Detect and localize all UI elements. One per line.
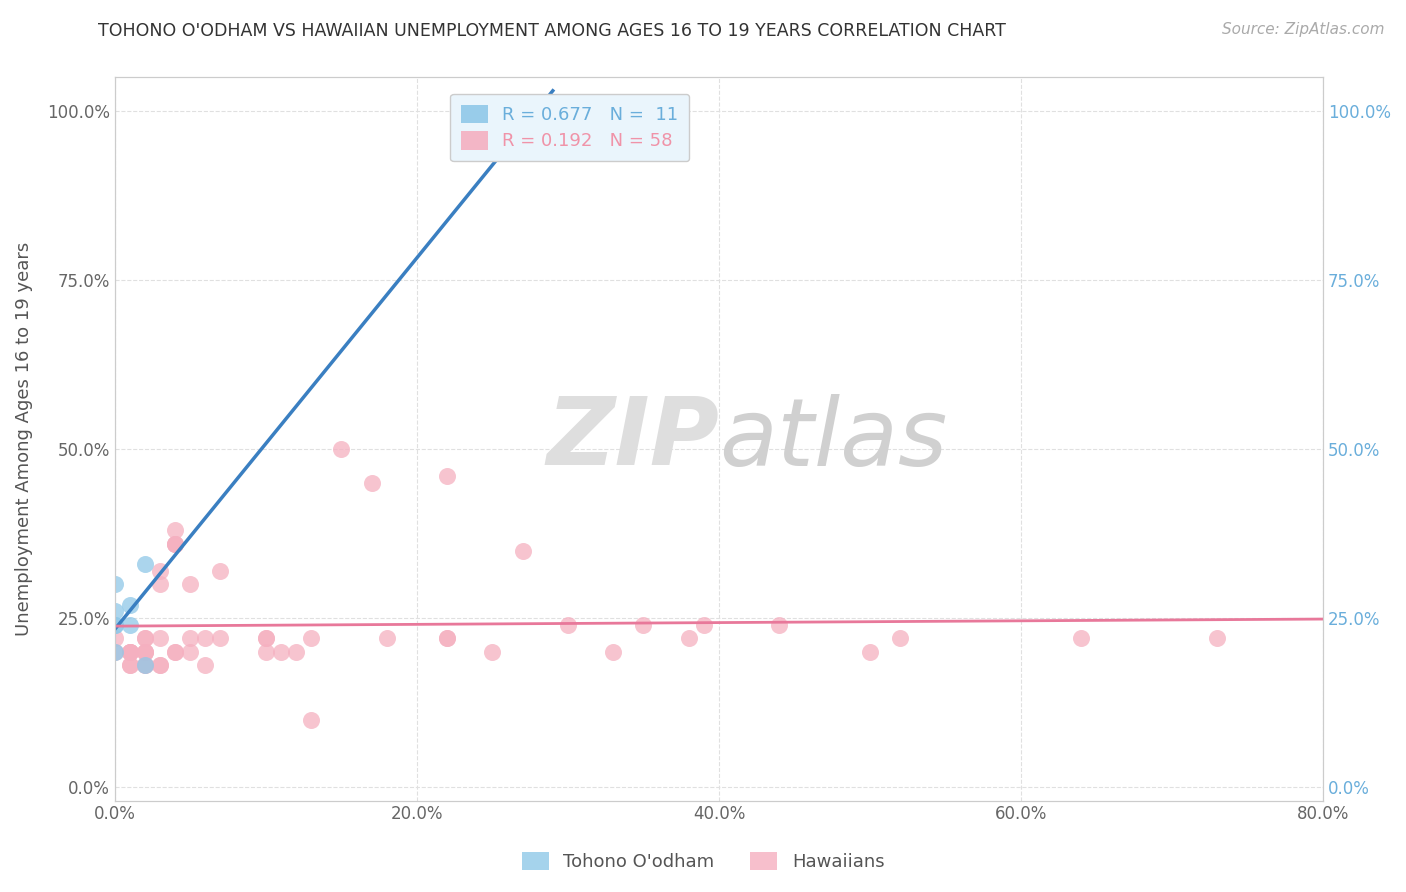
- Point: [104, 632, 127, 646]
- Point: [104, 618, 127, 632]
- Point: [768, 618, 790, 632]
- Point: [179, 645, 201, 659]
- Point: [1070, 632, 1092, 646]
- Point: [118, 645, 141, 659]
- Point: [179, 632, 201, 646]
- Point: [285, 645, 308, 659]
- Text: atlas: atlas: [718, 393, 948, 484]
- Point: [633, 618, 655, 632]
- Point: [678, 632, 700, 646]
- Point: [134, 645, 156, 659]
- Point: [165, 645, 187, 659]
- Point: [889, 632, 911, 646]
- Point: [503, 124, 526, 138]
- Text: Source: ZipAtlas.com: Source: ZipAtlas.com: [1222, 22, 1385, 37]
- Point: [299, 632, 322, 646]
- Text: ZIP: ZIP: [546, 393, 718, 485]
- Point: [165, 523, 187, 537]
- Point: [104, 577, 127, 591]
- Point: [436, 632, 458, 646]
- Point: [254, 632, 277, 646]
- Point: [1206, 632, 1229, 646]
- Point: [149, 658, 172, 673]
- Point: [104, 645, 127, 659]
- Point: [149, 577, 172, 591]
- Point: [118, 658, 141, 673]
- Point: [481, 645, 503, 659]
- Point: [165, 537, 187, 551]
- Point: [270, 645, 292, 659]
- Point: [526, 104, 548, 119]
- Point: [194, 632, 217, 646]
- Point: [134, 645, 156, 659]
- Point: [118, 645, 141, 659]
- Legend: Tohono O'odham, Hawaiians: Tohono O'odham, Hawaiians: [515, 845, 891, 879]
- Point: [194, 658, 217, 673]
- Y-axis label: Unemployment Among Ages 16 to 19 years: Unemployment Among Ages 16 to 19 years: [15, 242, 32, 636]
- Point: [330, 442, 353, 457]
- Point: [512, 543, 534, 558]
- Point: [436, 632, 458, 646]
- Point: [165, 537, 187, 551]
- Point: [375, 632, 398, 646]
- Point: [118, 645, 141, 659]
- Point: [859, 645, 882, 659]
- Legend: R = 0.677   N =  11, R = 0.192   N = 58: R = 0.677 N = 11, R = 0.192 N = 58: [450, 94, 689, 161]
- Point: [134, 632, 156, 646]
- Point: [299, 713, 322, 727]
- Point: [165, 537, 187, 551]
- Point: [209, 632, 232, 646]
- Point: [254, 632, 277, 646]
- Text: TOHONO O'ODHAM VS HAWAIIAN UNEMPLOYMENT AMONG AGES 16 TO 19 YEARS CORRELATION CH: TOHONO O'ODHAM VS HAWAIIAN UNEMPLOYMENT …: [98, 22, 1007, 40]
- Point: [104, 604, 127, 618]
- Point: [209, 564, 232, 578]
- Point: [104, 618, 127, 632]
- Point: [436, 469, 458, 483]
- Point: [118, 645, 141, 659]
- Point: [149, 632, 172, 646]
- Point: [134, 658, 156, 673]
- Point: [602, 645, 624, 659]
- Point: [134, 557, 156, 571]
- Point: [693, 618, 716, 632]
- Point: [165, 645, 187, 659]
- Point: [557, 618, 579, 632]
- Point: [118, 598, 141, 612]
- Point: [134, 658, 156, 673]
- Point: [149, 658, 172, 673]
- Point: [134, 645, 156, 659]
- Point: [134, 632, 156, 646]
- Point: [360, 475, 382, 490]
- Point: [104, 645, 127, 659]
- Point: [118, 658, 141, 673]
- Point: [149, 564, 172, 578]
- Point: [179, 577, 201, 591]
- Point: [134, 658, 156, 673]
- Point: [254, 645, 277, 659]
- Point: [118, 618, 141, 632]
